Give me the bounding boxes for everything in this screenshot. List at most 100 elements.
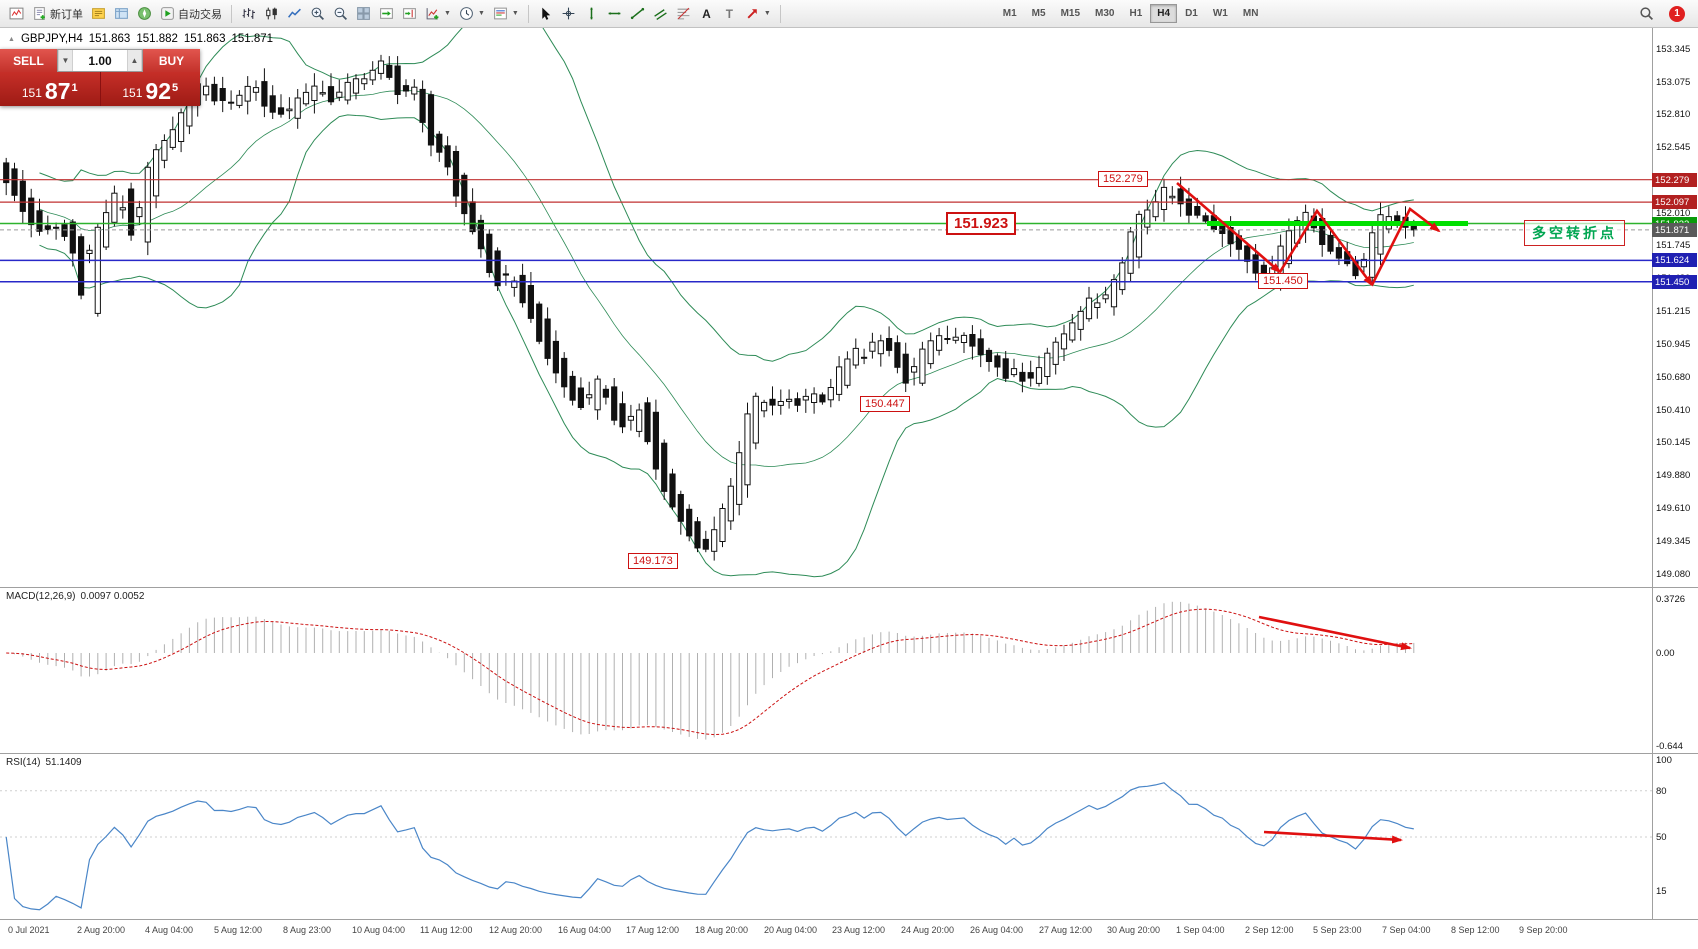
search-icon (1639, 6, 1654, 21)
text-icon: A (699, 6, 714, 21)
tile-icon (356, 6, 371, 21)
volume-increase-button[interactable]: ▲ (127, 50, 142, 71)
navigator-button[interactable] (133, 4, 156, 23)
volume-value[interactable]: 1.00 (88, 53, 112, 68)
tf-mn-button[interactable]: MN (1236, 4, 1266, 23)
macd-name: MACD(12,26,9) (6, 591, 76, 602)
timeframe-group: M1 M5 M15 M30 H1 H4 D1 W1 MN (996, 4, 1266, 23)
toolbar-separator (231, 4, 232, 23)
text-button[interactable]: A (695, 4, 718, 23)
button-label: H1 (1129, 8, 1143, 19)
bollinger-bands (39, 0, 1414, 578)
svg-text:A: A (702, 8, 711, 21)
symbol-arrow-icon: ▲ (8, 35, 15, 43)
button-label: M1 (1002, 8, 1017, 19)
data-window-button[interactable] (110, 4, 133, 23)
clock-icon (459, 6, 474, 21)
sell-price-display[interactable]: 151 87 1 (0, 72, 100, 106)
candlestick-chart-button[interactable] (260, 4, 283, 23)
toolbar-separator (527, 4, 529, 23)
arrows-tool-button[interactable]: ▼ (741, 4, 775, 23)
crosshair-button[interactable] (557, 4, 580, 23)
quote-high: 151.882 (136, 33, 178, 45)
sell-price-main: 151 (21, 86, 42, 100)
tf-m1-button[interactable]: M1 (996, 4, 1024, 23)
search-button[interactable] (1635, 4, 1658, 23)
dropdown-caret-icon: ▼ (511, 10, 519, 17)
buy-price-display[interactable]: 151 92 5 (100, 72, 200, 106)
button-label: M15 (1060, 8, 1081, 19)
indicators-list-button[interactable]: ▼ (421, 4, 455, 23)
tile-windows-button[interactable] (352, 4, 375, 23)
rsi-level-lines (0, 790, 1652, 838)
line-chart-button[interactable] (283, 4, 306, 23)
toolbar: 新订单 自动交易 ▼ ▼ ▼ A T ▼ M1 M5 M15 M30 H1 H4 D1 W1 MN 1 (0, 0, 1698, 28)
turning-point-label[interactable]: 多空转折点 (1524, 220, 1625, 246)
tf-m15-button[interactable]: M15 (1054, 4, 1087, 23)
button-label: H4 (1157, 8, 1171, 19)
buy-button[interactable]: BUY (143, 49, 200, 72)
tf-d1-button[interactable]: D1 (1178, 4, 1205, 23)
auto-scroll-button[interactable] (375, 4, 398, 23)
trendline-button[interactable] (626, 4, 649, 23)
tf-h1-button[interactable]: H1 (1122, 4, 1149, 23)
new-order-icon (32, 6, 47, 21)
buy-price-big: 92 (145, 78, 171, 104)
bar-chart-icon (241, 6, 256, 21)
notifications-button[interactable]: 1 (1665, 4, 1689, 24)
vertical-line-button[interactable] (580, 4, 603, 23)
horizontal-line-button[interactable] (603, 4, 626, 23)
bar-chart-button[interactable] (237, 4, 260, 23)
symbol-label: GBPJPY,H4 (20, 33, 83, 45)
volume-decrease-button[interactable]: ▼ (58, 50, 73, 71)
trendline-icon (630, 6, 645, 21)
quote-low: 151.863 (183, 33, 226, 45)
new-order-button[interactable]: 新订单 (28, 4, 87, 24)
data-window-icon (114, 6, 129, 21)
market-watch-button[interactable] (87, 4, 110, 23)
bollinger-lower-band (39, 114, 1414, 578)
button-label: 新订单 (50, 8, 83, 21)
text-label-button[interactable]: T (718, 4, 741, 23)
macd-values: 0.0097 0.0052 (80, 591, 145, 602)
trend-arrows[interactable] (1176, 182, 1441, 844)
auto-scroll-icon (379, 6, 394, 21)
tf-h4-button[interactable]: H4 (1150, 4, 1178, 23)
chart-shift-icon (402, 6, 417, 21)
periods-button[interactable]: ▼ (455, 4, 489, 23)
chart-ohlc-quote: ▲ GBPJPY,H4 151.863 151.882 151.863 151.… (8, 33, 273, 45)
chart-shift-button[interactable] (398, 4, 421, 23)
tf-w1-button[interactable]: W1 (1206, 4, 1235, 23)
dropdown-caret-icon: ▼ (763, 10, 771, 17)
sell-price-big: 87 (44, 78, 71, 104)
tf-m30-button[interactable]: M30 (1088, 4, 1121, 23)
equidistant-channel-button[interactable] (649, 4, 672, 23)
templates-button[interactable]: ▼ (489, 4, 523, 23)
rsi-line (5, 782, 1414, 911)
channel-icon (653, 6, 668, 21)
volume-stepper[interactable]: ▼ 1.00 ▲ (57, 49, 143, 72)
rsi-indicator-label: RSI(14) 51.1409 (6, 757, 82, 768)
tf-m5-button[interactable]: M5 (1025, 4, 1053, 23)
cursor-button[interactable] (534, 4, 557, 23)
panel-separators (0, 28, 1698, 920)
zoom-out-button[interactable] (329, 4, 352, 23)
arrows-icon (745, 6, 760, 21)
horizontal-level-lines[interactable] (0, 179, 1652, 283)
chart-window-button[interactable] (5, 4, 28, 23)
zoom-in-button[interactable] (306, 4, 329, 23)
macd-signal-line (6, 608, 1414, 736)
macd-histogram (14, 601, 1415, 740)
zoom-out-icon (333, 6, 348, 21)
sell-button[interactable]: SELL (0, 49, 57, 72)
fibonacci-retracement-button[interactable] (672, 4, 695, 23)
sell-price-sup: 1 (71, 82, 78, 94)
hline-icon (607, 6, 622, 21)
button-label: M30 (1095, 8, 1115, 19)
autotrading-button[interactable]: 自动交易 (156, 4, 226, 24)
candles-icon (264, 6, 279, 21)
market-watch-icon (91, 6, 106, 21)
zoom-in-icon (310, 6, 325, 21)
